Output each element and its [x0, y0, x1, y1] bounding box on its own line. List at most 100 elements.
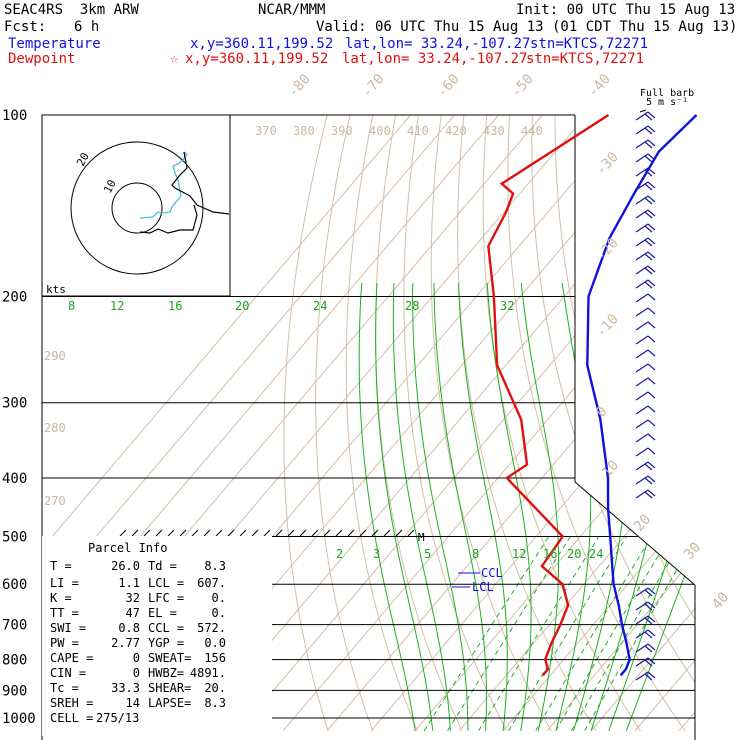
barb-flag — [644, 127, 653, 135]
theta-label: 430 — [483, 124, 505, 138]
freezing-hatch — [275, 529, 283, 537]
barb-flag — [644, 239, 653, 247]
hodograph-ring-label-outer: 20 — [74, 151, 92, 169]
wind-barb — [635, 587, 656, 597]
parcel-label: Tc = — [50, 681, 79, 695]
barb-staff — [635, 657, 649, 667]
wind-barb — [635, 349, 656, 359]
freezing-hatch — [395, 529, 403, 537]
moist-adiabat-line — [486, 283, 532, 731]
isotherm-line — [42, 115, 423, 732]
moist-adiabat-label: 8 — [68, 299, 75, 313]
mixing-ratio-label: 5 — [424, 547, 431, 561]
barb-flag — [644, 267, 653, 275]
wind-barb — [635, 419, 656, 429]
temperature-legend-label: Temperature — [8, 36, 101, 52]
parcel-value: 4891. — [190, 666, 226, 680]
dewpoint-legend-label: Dewpoint — [8, 51, 76, 67]
parcel-value: 0. — [212, 591, 226, 605]
freezing-hatch — [167, 529, 175, 537]
model-title: SEAC4RS 3km ARW — [4, 2, 139, 18]
parcel-value: 572. — [197, 621, 226, 635]
parcel-value: 607. — [197, 576, 226, 590]
moist-adiabat-label: 16 — [168, 299, 182, 313]
barb-flag — [647, 237, 656, 245]
hodograph-ring-inner — [111, 182, 163, 234]
fcst-label: Fcst: — [4, 19, 47, 35]
mixing-ratio-line — [478, 536, 600, 732]
barb-flag — [647, 335, 656, 343]
mixing-ratio-label: 12 — [512, 547, 526, 561]
barb-staff — [635, 223, 649, 233]
wind-barb — [635, 153, 656, 163]
dry-adiabat-line — [691, 115, 695, 732]
wind-barbs — [635, 111, 656, 681]
parcel-info-box: Parcel Info T = 26.0 Td = 8.3 LI = 1.1 LCL = 60… — [42, 536, 272, 736]
parcel-label: CAPE = — [50, 651, 93, 665]
barb-flag — [647, 601, 656, 609]
isotherm-line — [238, 115, 695, 732]
freezing-hatch — [347, 529, 355, 537]
theta-label: 380 — [293, 124, 315, 138]
barb-flag — [647, 153, 656, 161]
barb-staff — [635, 265, 649, 275]
barb-flag — [644, 281, 653, 289]
freezing-hatch — [299, 529, 307, 537]
isotherm-label: 20 — [631, 511, 654, 534]
wind-barb — [635, 279, 656, 289]
isotherm-label: -40 — [585, 71, 614, 101]
barb-flag — [647, 293, 656, 301]
barb-flag — [647, 349, 656, 357]
barb-flag — [644, 659, 653, 667]
wind-barb — [635, 237, 656, 247]
barb-staff — [635, 475, 649, 485]
isotherm-label: -60 — [434, 71, 463, 101]
barb-flag — [644, 169, 653, 177]
barb-flag — [647, 307, 656, 315]
theta-label: 420 — [445, 124, 467, 138]
isotherm-line — [458, 115, 695, 732]
barb-flag — [647, 419, 656, 427]
parcel-value: 8.3 — [204, 559, 226, 573]
barb-flag — [644, 673, 653, 681]
barb-flag — [647, 615, 656, 623]
freezing-hatch — [383, 529, 391, 537]
barb-staff — [635, 391, 649, 401]
freezing-hatch — [143, 529, 151, 537]
barb-flag — [647, 671, 656, 679]
parcel-label: TT = — [50, 606, 79, 620]
pressure-label-300: 300 — [2, 396, 27, 412]
freezing-hatch — [335, 529, 343, 537]
barb-flag — [644, 155, 653, 163]
barb-key-line1: Full barb — [640, 88, 694, 99]
dewpoint-legend-xy: x,y=360.11,199.52 — [185, 51, 329, 67]
freezing-hatch — [191, 529, 199, 537]
barb-staff — [635, 111, 649, 121]
barb-flag — [647, 405, 656, 413]
barb-staff — [635, 279, 649, 289]
barb-key-sample — [639, 109, 647, 113]
barb-staff — [635, 601, 649, 611]
isotherm-label: 0 — [593, 404, 611, 421]
parcel-value: 156 — [204, 651, 226, 665]
pressure-label-200: 200 — [2, 290, 27, 306]
parcel-label: SWEAT= — [148, 651, 191, 665]
freezing-hatch — [323, 529, 331, 537]
m-marker: M — [418, 531, 425, 544]
wind-barb — [635, 629, 656, 639]
parcel-label: PW = — [50, 636, 79, 650]
valid-time: Valid: 06 UTC Thu 15 Aug 13 (01 CDT Thu … — [316, 19, 738, 35]
pressure-label-700: 700 — [2, 618, 27, 634]
ccl-label: CCL — [481, 566, 503, 580]
barb-flag — [644, 225, 653, 233]
parcel-label: CELL = — [50, 711, 93, 725]
wind-barb — [635, 321, 656, 331]
barb-flag — [647, 321, 656, 329]
hodograph-trace-low — [139, 151, 188, 219]
dry-adiabat-line — [315, 115, 374, 731]
moist-adiabat-label: 20 — [235, 299, 249, 313]
isotherm-label: -30 — [593, 149, 622, 179]
isotherm-line — [282, 115, 695, 732]
barb-staff — [635, 363, 649, 373]
